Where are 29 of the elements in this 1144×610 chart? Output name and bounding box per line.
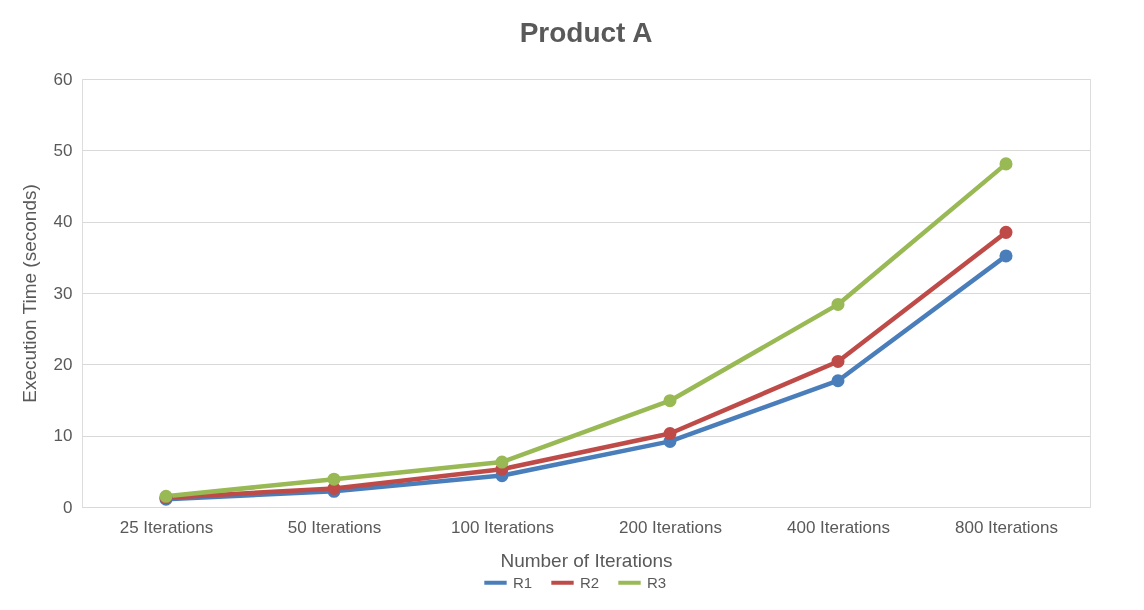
x-tick-label: 50 Iterations <box>287 517 382 537</box>
x-tick-label: 200 Iterations <box>618 517 723 537</box>
point <box>495 455 509 469</box>
point <box>663 394 677 408</box>
legend-label: R2 <box>580 573 600 591</box>
x-tick-label: 800 Iterations <box>954 517 1059 537</box>
y-tick-label: 10 <box>53 426 73 446</box>
y-axis-title: Execution Time (seconds) <box>18 184 40 403</box>
point <box>327 472 341 486</box>
point <box>663 427 677 441</box>
y-tick-label: 20 <box>53 354 73 374</box>
legend-label: R1 <box>513 573 533 591</box>
x-tick-label: 100 Iterations <box>450 517 555 537</box>
point <box>831 297 845 311</box>
point <box>831 374 845 388</box>
point <box>999 157 1013 171</box>
y-tick-label: 30 <box>53 283 73 303</box>
y-tick-label: 0 <box>63 497 73 517</box>
y-tick-label: 40 <box>53 212 73 232</box>
x-axis-title: Number of Iterations <box>500 549 673 571</box>
point <box>999 249 1013 263</box>
legend-label: R3 <box>647 573 667 591</box>
y-tick-label: 50 <box>53 140 73 160</box>
y-tick-label: 60 <box>53 69 73 89</box>
chart-title: Product A <box>519 17 653 48</box>
x-tick-label: 25 Iterations <box>119 517 214 537</box>
point <box>831 354 845 368</box>
point <box>999 225 1013 239</box>
x-tick-label: 400 Iterations <box>786 517 891 537</box>
